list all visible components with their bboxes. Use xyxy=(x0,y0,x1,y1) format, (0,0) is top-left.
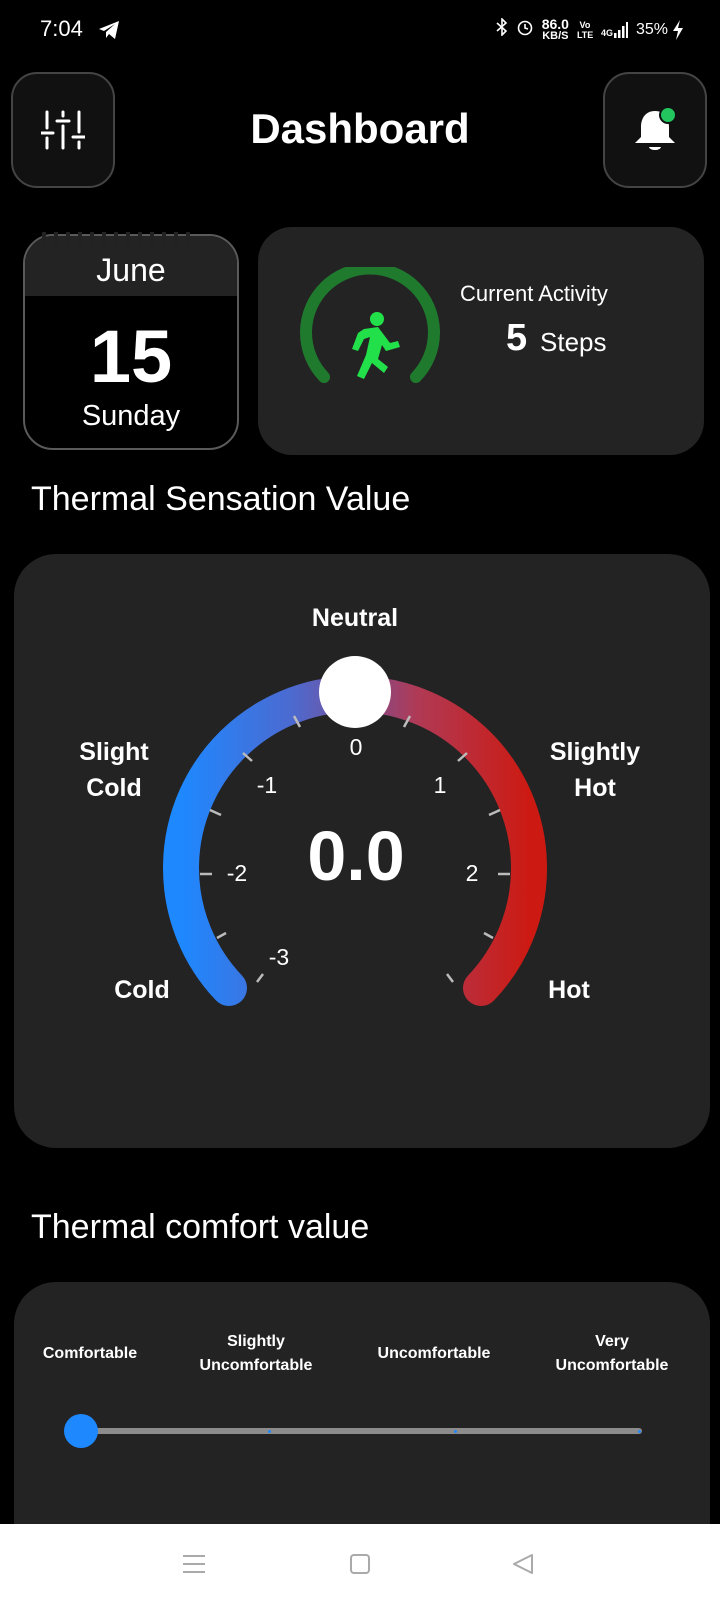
thermal-comfort-title: Thermal comfort value xyxy=(31,1208,370,1246)
bell-icon xyxy=(635,106,677,150)
signal-icon: 4G xyxy=(600,21,628,38)
status-bar: 7:04 86.0 KB/S Vo LTE 4G 35% xyxy=(0,0,720,60)
tick-label-minus-1: -1 xyxy=(256,772,278,798)
tick-label-minus-3: -3 xyxy=(268,944,290,970)
tick-label-minus-2: -2 xyxy=(226,860,248,886)
charging-icon xyxy=(673,20,683,40)
calendar-month: June xyxy=(96,252,166,288)
label-slight-cold: Slight Cold xyxy=(64,734,164,806)
comfort-slider-track[interactable] xyxy=(80,1428,642,1434)
activity-steps-value: 5 xyxy=(506,317,528,359)
label-slight-cold-line2: Cold xyxy=(86,774,142,802)
label-slight-cold-line1: Slight xyxy=(79,738,149,766)
running-person-icon xyxy=(352,312,400,379)
sliders-icon xyxy=(41,110,85,150)
signal-type: 4G xyxy=(600,27,613,38)
activity-card[interactable]: Current Activity 5 Steps xyxy=(258,227,704,455)
date-calendar-card: June 15 Sunday xyxy=(23,234,239,450)
square-home-icon[interactable] xyxy=(350,1554,370,1574)
comfort-option-slightly-uncomfortable[interactable]: Slightly Uncomfortable xyxy=(186,1330,326,1378)
volte-indicator: Vo LTE xyxy=(576,19,594,40)
network-speed-unit: KB/S xyxy=(542,30,569,42)
alarm-icon xyxy=(516,18,534,41)
comfort-slider-step-dot xyxy=(268,1430,271,1433)
menu-icon[interactable] xyxy=(183,1554,205,1574)
filter-button[interactable] xyxy=(11,72,115,188)
calendar-rings-decoration xyxy=(42,232,190,246)
calendar-header xyxy=(25,236,237,296)
comfort-slider-step-dot xyxy=(454,1430,457,1433)
comfort-slider-step-dot xyxy=(638,1430,641,1433)
status-time: 7:04 xyxy=(40,16,83,41)
tick-label-2: 2 xyxy=(465,860,479,886)
notification-dot xyxy=(659,106,677,124)
activity-gauge xyxy=(300,267,440,383)
label-slightly-hot-line1: Slightly xyxy=(549,738,641,766)
telegram-icon xyxy=(99,21,119,39)
gauge-minor-ticks xyxy=(200,715,510,983)
system-nav-bar xyxy=(0,1524,720,1600)
comfort-option-very-uncomfortable[interactable]: Very Uncomfortable xyxy=(542,1330,682,1378)
page-title: Dashboard xyxy=(250,105,470,152)
comfort-option-4-line2: Uncomfortable xyxy=(555,1357,669,1374)
thermal-sensation-title: Thermal Sensation Value xyxy=(31,480,411,518)
label-cold: Cold xyxy=(114,976,170,1004)
tick-label-1: 1 xyxy=(433,772,447,798)
battery-percent: 35% xyxy=(635,20,668,38)
comfort-option-uncomfortable[interactable]: Uncomfortable xyxy=(377,1345,491,1362)
label-hot: Hot xyxy=(548,976,590,1004)
activity-steps-unit: Steps xyxy=(540,327,607,357)
comfort-option-2-line2: Uncomfortable xyxy=(199,1357,313,1374)
comfort-option-comfortable[interactable]: Comfortable xyxy=(42,1345,138,1362)
thermal-sensation-card: Neutral Slight Cold Slightly Hot Cold Ho… xyxy=(14,554,710,1148)
network-speed-value: 86.0 xyxy=(541,16,569,32)
calendar-day: 15 xyxy=(89,315,173,398)
label-slightly-hot: Slightly Hot xyxy=(540,734,650,806)
network-speed: 86.0 KB/S xyxy=(541,16,569,42)
comfort-option-2-line1: Slightly xyxy=(227,1333,285,1350)
label-neutral: Neutral xyxy=(311,604,399,632)
activity-label: Current Activity xyxy=(460,281,608,306)
thermal-sensation-value: 0.0 xyxy=(307,817,405,895)
label-slightly-hot-line2: Hot xyxy=(574,774,616,802)
calendar-weekday: Sunday xyxy=(81,400,181,432)
gauge-indicator-thumb xyxy=(319,656,391,728)
notifications-button[interactable] xyxy=(603,72,707,188)
bluetooth-icon xyxy=(496,17,508,41)
comfort-option-4-line1: Very xyxy=(595,1333,629,1350)
back-triangle-icon[interactable] xyxy=(512,1553,534,1575)
comfort-slider-thumb[interactable] xyxy=(64,1414,98,1448)
thermal-comfort-card: Comfortable Slightly Uncomfortable Uncom… xyxy=(14,1282,710,1542)
status-icons: 86.0 KB/S Vo LTE 4G 35% xyxy=(496,16,668,42)
tick-label-0: 0 xyxy=(349,734,363,760)
thermal-sensation-gauge[interactable] xyxy=(14,554,710,1148)
